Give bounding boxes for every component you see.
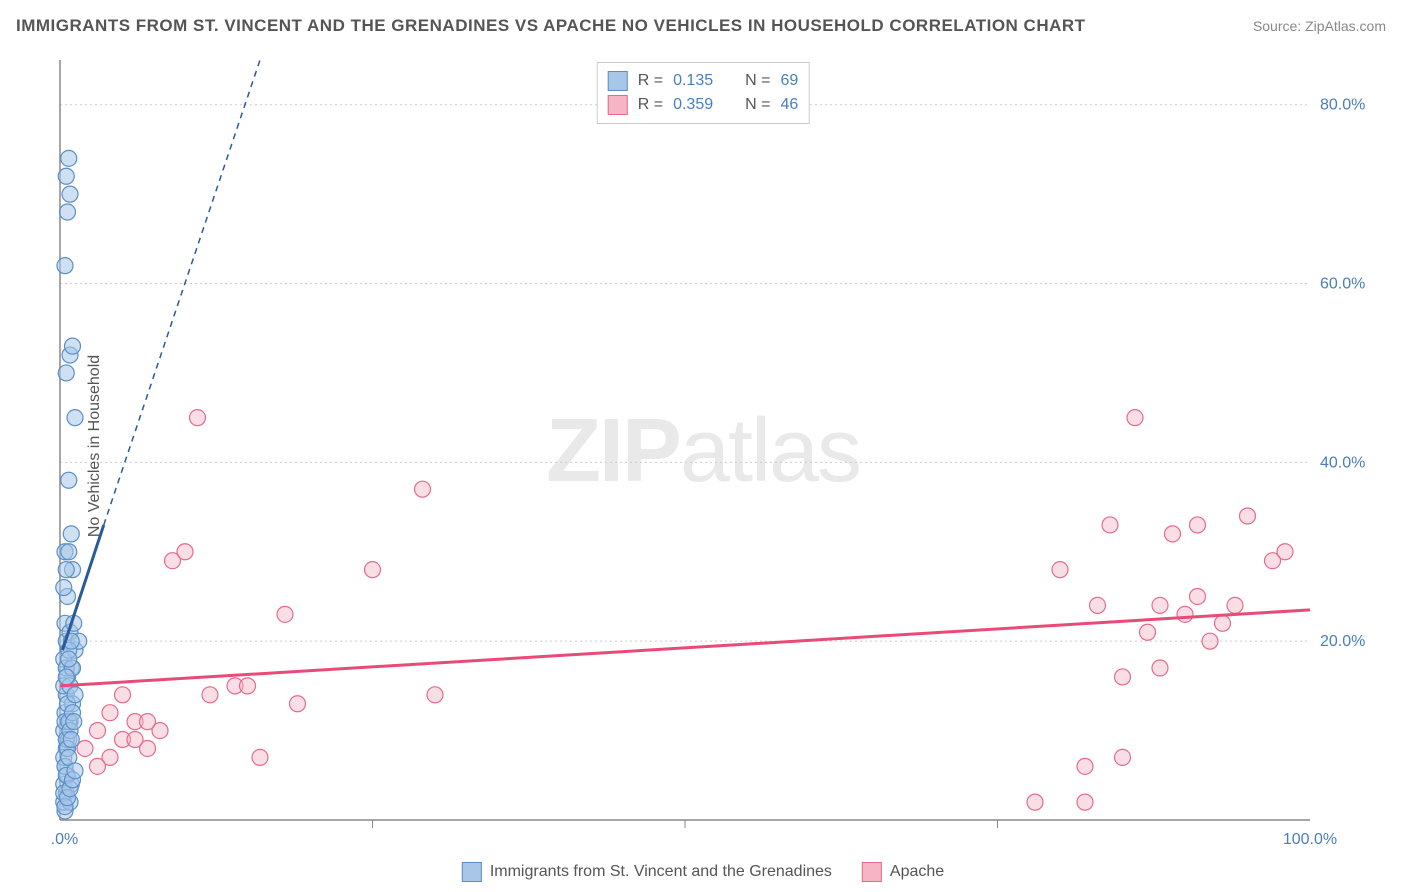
- n-value-b: 46: [780, 96, 798, 114]
- chart-container: IMMIGRANTS FROM ST. VINCENT AND THE GREN…: [0, 0, 1406, 892]
- r-value-a: 0.135: [673, 72, 713, 90]
- legend-correlation: R = 0.135 N = 69 R = 0.359 N = 46: [597, 62, 810, 124]
- r-label: R =: [638, 96, 663, 114]
- legend-row-a: R = 0.135 N = 69: [608, 69, 799, 93]
- legend-series: Immigrants from St. Vincent and the Gren…: [462, 862, 944, 882]
- legend-label-b: Apache: [890, 863, 944, 881]
- swatch-a-icon: [608, 71, 628, 91]
- r-label: R =: [638, 72, 663, 90]
- swatch-a-icon: [462, 862, 482, 882]
- chart-title: IMMIGRANTS FROM ST. VINCENT AND THE GREN…: [16, 16, 1086, 36]
- swatch-b-icon: [862, 862, 882, 882]
- svg-text:40.0%: 40.0%: [1320, 454, 1365, 471]
- legend-item-a: Immigrants from St. Vincent and the Gren…: [462, 862, 832, 882]
- chart-svg: 20.0% 40.0% 60.0% 80.0% 0.0% 100.0%: [50, 50, 1390, 860]
- legend-item-b: Apache: [862, 862, 944, 882]
- svg-text:100.0%: 100.0%: [1283, 831, 1337, 848]
- svg-text:80.0%: 80.0%: [1320, 97, 1365, 114]
- svg-text:20.0%: 20.0%: [1320, 633, 1365, 650]
- r-value-b: 0.359: [673, 96, 713, 114]
- n-value-a: 69: [780, 72, 798, 90]
- legend-row-b: R = 0.359 N = 46: [608, 93, 799, 117]
- legend-label-a: Immigrants from St. Vincent and the Gren…: [490, 863, 832, 881]
- n-label: N =: [745, 96, 770, 114]
- swatch-b-icon: [608, 95, 628, 115]
- n-label: N =: [745, 72, 770, 90]
- svg-text:0.0%: 0.0%: [50, 831, 78, 848]
- source-label: Source: ZipAtlas.com: [1253, 18, 1386, 34]
- svg-text:60.0%: 60.0%: [1320, 276, 1365, 293]
